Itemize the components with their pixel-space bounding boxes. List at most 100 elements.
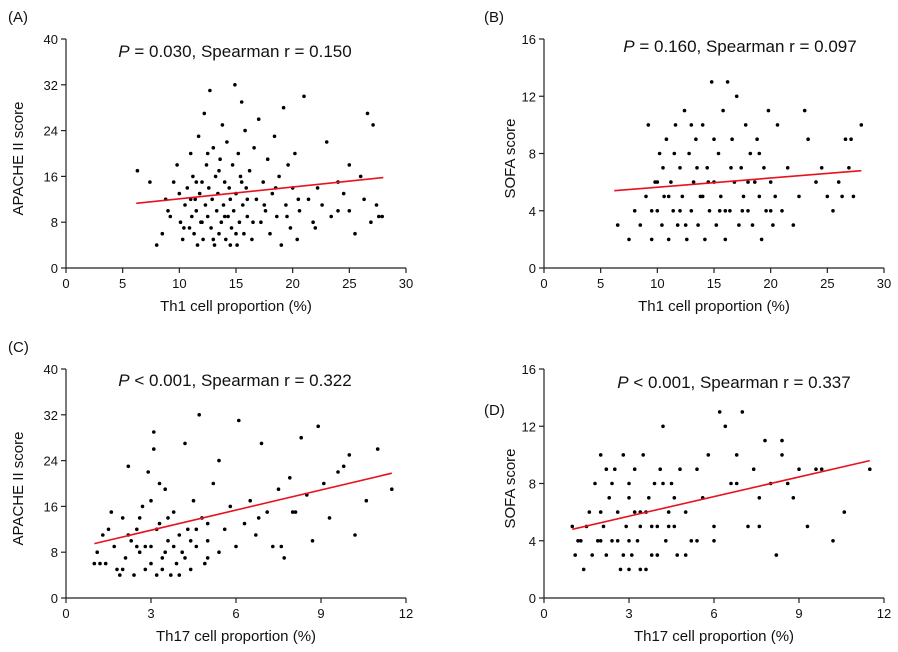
data-point: [196, 134, 201, 139]
data-point: [137, 550, 142, 554]
y-tick-label: 0: [51, 261, 58, 276]
data-point: [171, 544, 176, 549]
data-point: [364, 498, 369, 503]
data-point: [755, 137, 759, 141]
data-point: [229, 226, 234, 230]
data-point: [723, 209, 728, 213]
data-point: [604, 467, 609, 472]
data-point: [217, 168, 221, 173]
data-point: [177, 533, 182, 537]
data-point: [851, 194, 856, 199]
data-point: [241, 203, 245, 207]
data-point: [780, 438, 784, 443]
data-point: [205, 521, 210, 526]
panel-a: (A) 0 5 10 15 20 25 30 0 8 16 24 32 40 Th1 cell propor…: [8, 9, 413, 315]
data-point: [237, 220, 242, 224]
data-point: [689, 123, 694, 127]
panel-c: (C) 0 3 6 9 12 0 8 16 24 32 40 Th17 cell proportion …: [8, 339, 413, 645]
x-tick-label: 30: [877, 276, 891, 291]
data-point: [233, 83, 237, 87]
data-point: [200, 180, 204, 184]
data-point: [272, 134, 277, 139]
data-point: [671, 209, 675, 213]
p-symbol: P: [118, 42, 130, 61]
data-point: [183, 556, 187, 560]
data-point: [193, 197, 197, 202]
data-point: [234, 231, 238, 236]
data-point: [683, 223, 688, 227]
y-tick-label: 8: [51, 545, 58, 560]
data-point: [672, 524, 677, 529]
data-point: [177, 573, 182, 577]
data-point: [601, 524, 606, 529]
data-point: [251, 220, 255, 224]
data-point: [120, 567, 125, 572]
data-point: [689, 209, 694, 213]
data-point: [137, 516, 142, 520]
data-point: [180, 550, 184, 554]
data-point: [649, 237, 654, 242]
data-point: [250, 237, 254, 242]
x-tick-label: 10: [650, 276, 664, 291]
data-point: [675, 553, 679, 557]
data-point: [315, 186, 320, 190]
data-point: [375, 447, 380, 451]
data-point: [666, 510, 671, 514]
data-point: [211, 146, 216, 150]
data-point: [347, 209, 352, 213]
data-point: [239, 180, 244, 184]
stat-values: = 0.160, Spearman r = 0.097: [635, 37, 857, 56]
stat-annotation: P = 0.160, Spearman r = 0.097: [623, 37, 856, 56]
data-point: [859, 123, 864, 127]
data-point: [649, 524, 654, 529]
data-point: [712, 137, 716, 141]
data-point: [615, 510, 620, 514]
data-point: [695, 539, 699, 543]
data-point: [673, 123, 678, 127]
p-symbol: P: [118, 371, 130, 390]
data-point: [329, 214, 334, 219]
data-point: [222, 527, 227, 532]
data-point: [675, 223, 680, 227]
data-point: [766, 108, 771, 113]
data-point: [157, 481, 162, 486]
data-point: [194, 527, 199, 532]
x-tick-label: 9: [317, 606, 324, 621]
x-axis-title: Th17 cell proportion (%): [634, 628, 794, 645]
data-point: [202, 111, 207, 116]
data-point: [705, 166, 709, 170]
data-point: [237, 418, 241, 423]
data-point: [160, 567, 165, 572]
regression-line: [136, 176, 384, 205]
data-point: [785, 166, 790, 170]
data-point: [757, 496, 762, 500]
y-tick-label: 16: [44, 169, 58, 184]
data-point: [288, 226, 293, 230]
data-point: [180, 237, 185, 242]
data-point: [157, 521, 162, 526]
data-point: [791, 496, 796, 500]
y-tick-label: 8: [529, 147, 536, 162]
data-point: [579, 539, 583, 543]
data-point: [775, 123, 780, 127]
data-point: [678, 166, 682, 170]
data-point: [655, 524, 660, 529]
x-tick-label: 20: [285, 276, 299, 291]
data-point: [638, 524, 643, 529]
data-point: [281, 105, 286, 110]
data-point: [581, 567, 586, 572]
data-point: [646, 123, 651, 127]
data-point: [220, 123, 225, 127]
data-point: [188, 539, 193, 543]
data-point: [712, 539, 716, 543]
x-tick-label: 20: [763, 276, 777, 291]
y-tick-label: 40: [44, 362, 58, 377]
data-point: [284, 203, 288, 207]
data-point: [217, 231, 221, 236]
data-point: [341, 191, 346, 196]
data-point: [149, 561, 153, 566]
data-point: [203, 203, 208, 207]
data-point: [632, 510, 637, 514]
data-point: [118, 573, 122, 577]
y-axis-title: SOFA score: [502, 448, 519, 528]
